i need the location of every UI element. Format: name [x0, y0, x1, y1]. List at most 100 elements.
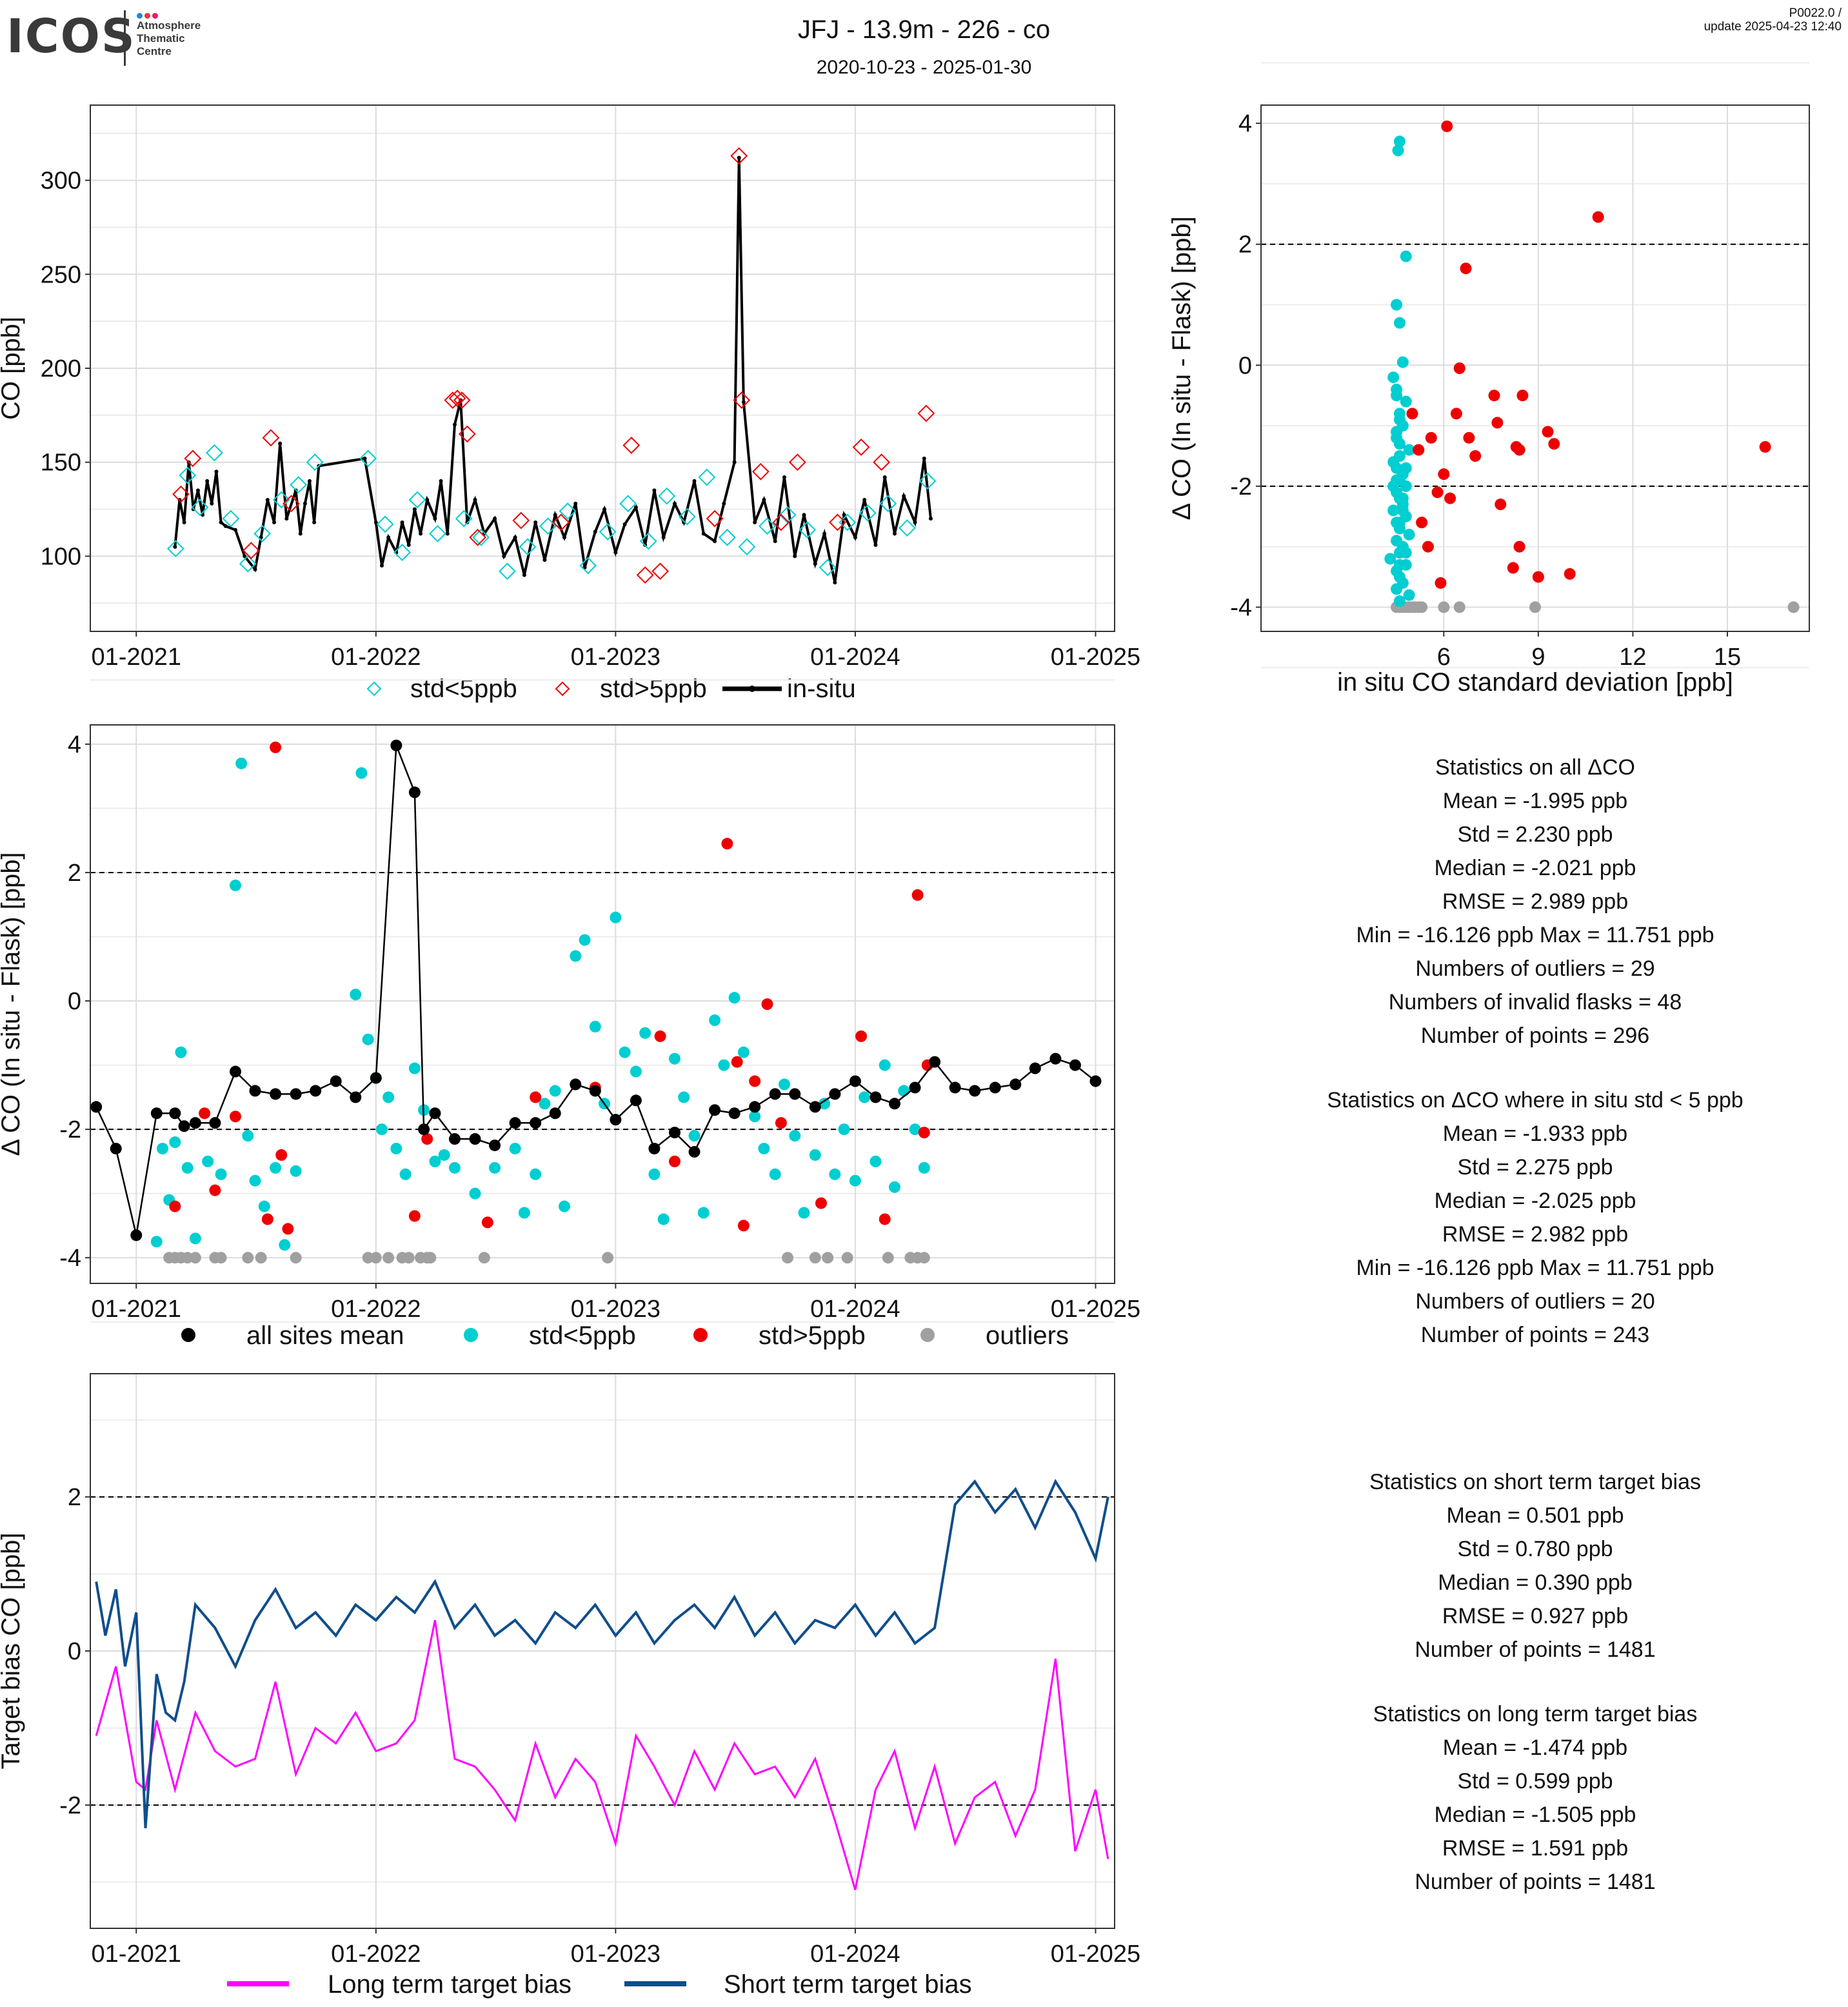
std-lt5-point — [1403, 444, 1415, 456]
std-lt5-point — [918, 1162, 930, 1174]
in-situ-point — [892, 531, 897, 536]
outlier-point — [602, 1252, 614, 1264]
in-situ-point — [223, 524, 228, 528]
in-situ-point — [622, 522, 627, 526]
std-lt5-marker — [179, 466, 197, 484]
all-sites-mean-point — [989, 1082, 1001, 1094]
std-lt5-point — [1396, 504, 1409, 517]
in-situ-point — [553, 513, 557, 517]
x-tick-label: 01-2023 — [571, 1296, 661, 1323]
stats-short-term-bias: Statistics on short term target bias Mean… — [1238, 1465, 1832, 1666]
in-situ-point — [593, 529, 597, 534]
std-lt5-point — [1393, 135, 1406, 148]
x-tick-label: 01-2023 — [571, 644, 661, 671]
legend-outliers-symbol — [920, 1328, 935, 1342]
std-lt5-point — [1400, 250, 1412, 262]
in-situ-point — [862, 498, 867, 502]
x-tick-label: 01-2025 — [1051, 1941, 1140, 1968]
std-lt5-point — [909, 1123, 921, 1136]
plot-border — [90, 724, 1115, 1284]
all-sites-mean-point — [688, 1145, 700, 1158]
legend-all-sites-mean-label: all sites mean — [246, 1321, 404, 1350]
all-sites-mean-point — [769, 1088, 781, 1100]
std-lt5-point — [678, 1091, 690, 1103]
all-sites-mean-point — [408, 786, 421, 798]
std-gt5-point — [775, 1117, 787, 1129]
std-lt5-marker — [619, 495, 637, 513]
outlier-point — [822, 1252, 834, 1264]
in-situ-point — [633, 505, 638, 509]
std-lt5-point — [1393, 517, 1406, 529]
all-sites-mean-point — [429, 1107, 441, 1120]
in-situ-point — [522, 573, 526, 577]
std-gt5-point — [1513, 540, 1525, 553]
std-gt5-point — [261, 1213, 273, 1225]
std-gt5-point — [1431, 486, 1444, 499]
in-situ-point — [406, 542, 411, 547]
short-stat-line: Number of points = 1481 — [1415, 1637, 1656, 1662]
all-sites-mean-point — [530, 1117, 542, 1129]
all-sites-mean-point — [869, 1091, 882, 1103]
all-sites-mean-point — [469, 1133, 481, 1145]
std-gt5-marker — [283, 495, 300, 513]
all-sites-mean-point — [809, 1101, 821, 1113]
all-sites-mean-point — [130, 1229, 143, 1241]
in-situ-point — [661, 535, 666, 540]
outlier-point — [402, 1252, 415, 1264]
std-gt5-point — [731, 1056, 743, 1068]
in-situ-point — [602, 507, 607, 511]
std-lt5-point — [1387, 504, 1400, 517]
std-lt5-point — [429, 1155, 441, 1167]
std-lt5-point — [718, 1059, 730, 1071]
y-tick-label: 250 — [41, 261, 81, 288]
update-timestamp: update 2025-04-23 12:40 — [1704, 20, 1842, 34]
in-situ-point — [822, 531, 827, 536]
std-gt5-marker — [444, 391, 462, 409]
std-gt5-marker — [730, 147, 748, 165]
std-gt5-marker — [448, 390, 466, 408]
all-sites-mean-point — [390, 739, 402, 751]
std-lt5-point — [1391, 583, 1403, 595]
std-lt5-point — [202, 1155, 214, 1167]
legend-in-situ-dot — [749, 686, 755, 692]
std-lt5-marker — [376, 515, 394, 533]
in-situ-point — [195, 488, 200, 493]
std-lt5-point — [657, 1213, 670, 1225]
std-lt5-marker — [678, 508, 696, 526]
std-lt5-point — [1400, 462, 1412, 474]
delta-timeseries-chart: -4 -2 0 2 4 01-2021 01-2022 01-2023 01-2024 01-20… — [0, 679, 1140, 1350]
std-lt5-point — [181, 1162, 194, 1174]
lowstd-stat-line: Median = -2.025 ppb — [1434, 1189, 1636, 1213]
all-sites-mean-point — [1069, 1059, 1081, 1071]
std-gt5-point — [1516, 390, 1529, 402]
icos-logo: ICOS — [6, 9, 136, 63]
std-gt5-marker — [458, 425, 476, 443]
std-lt5-point — [375, 1123, 388, 1136]
all-sites-mean-point — [1009, 1078, 1022, 1091]
version-info: P0022.0 / update 2025-04-23 12:40 — [1704, 6, 1842, 34]
std-gt5-marker — [917, 404, 935, 422]
std-gt5-point — [749, 1075, 761, 1087]
std-lt5-point — [737, 1046, 750, 1058]
in-situ-point — [182, 520, 186, 524]
outlier-point — [215, 1252, 227, 1264]
in-situ-point — [753, 520, 757, 524]
std-lt5-point — [1393, 317, 1406, 329]
in-situ-point — [386, 535, 391, 540]
legend-outliers-label: outliers — [986, 1321, 1069, 1350]
all-sites-mean-point — [209, 1117, 221, 1129]
in-situ-point — [533, 520, 538, 524]
in-situ-point — [219, 520, 223, 524]
timeseries-chart: 100 150 200 250 300 01-2021 01-2022 01-2023 01-2… — [0, 104, 1140, 703]
y-tick-label: 0 — [1238, 352, 1252, 379]
std-lt5-point — [249, 1174, 261, 1187]
std-gt5-point — [1564, 568, 1576, 580]
all-sites-mean-point — [418, 1123, 430, 1136]
std-lt5-point — [1391, 390, 1403, 402]
std-gt5-point — [721, 838, 733, 850]
std-gt5-point — [1463, 431, 1475, 444]
std-gt5-marker — [512, 511, 530, 529]
all-sites-mean-point — [929, 1056, 941, 1068]
x-tick-label: 01-2022 — [331, 644, 421, 671]
